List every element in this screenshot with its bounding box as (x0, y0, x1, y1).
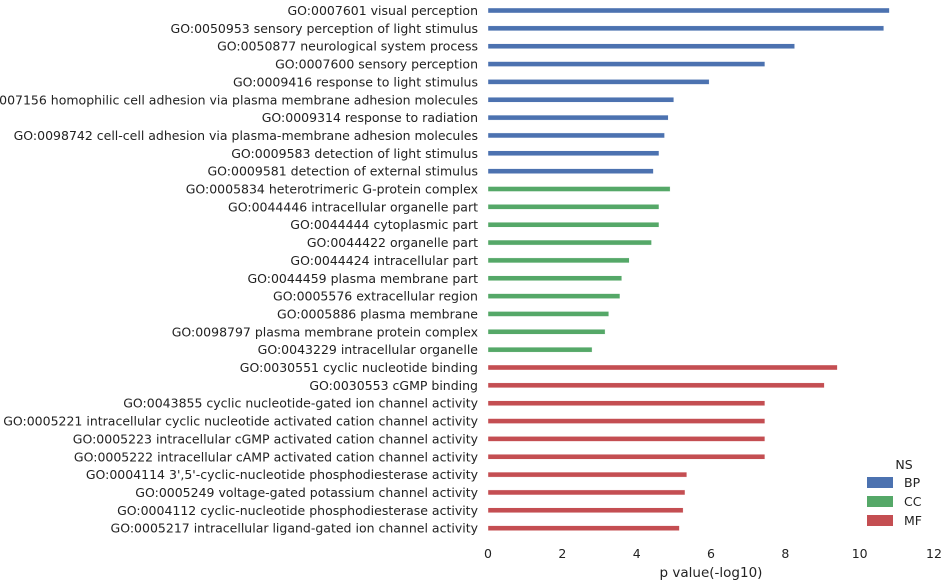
category-label: GO:0044459 plasma membrane part (247, 271, 478, 286)
bar (487, 239, 652, 246)
bar (487, 257, 630, 264)
x-tick-label: 2 (558, 546, 566, 561)
category-label: GO:0009314 response to radiation (262, 110, 478, 125)
legend-title: NS (895, 457, 912, 472)
x-ticks: 0 2 4 6 8 10 12 (484, 546, 942, 561)
bar (487, 418, 766, 424)
category-label: GO:0005217 intracellular ligand-gated io… (111, 521, 479, 536)
category-label: GO:0004114 3',5'-cyclic-nucleotide phosp… (86, 467, 479, 482)
bar (487, 436, 766, 442)
category-label: GO:0009416 response to light stimulus (233, 74, 478, 89)
category-label: GO:0005249 voltage-gated potassium chann… (135, 485, 478, 500)
category-label: GO:0098797 plasma membrane protein compl… (172, 324, 478, 339)
bar (487, 489, 686, 496)
x-tick-label: 4 (633, 546, 641, 561)
bar (487, 204, 660, 210)
category-label: GO:0009583 detection of light stimulus (231, 146, 478, 161)
category-label: GO:0007601 visual perception (287, 3, 478, 18)
category-label: GO:0043855 cyclic nucleotide-gated ion c… (123, 396, 478, 411)
bar (487, 186, 671, 192)
bar (487, 132, 665, 139)
bar (487, 364, 838, 371)
category-label: GO:0005886 plasma membrane (277, 306, 478, 321)
bar (487, 150, 660, 157)
bar (487, 382, 825, 389)
category-label: GO:0007156 homophilic cell adhesion via … (0, 92, 478, 107)
bar (487, 168, 654, 174)
legend: NS BP CC MF (867, 457, 922, 528)
x-axis-title: p value(-log10) (660, 565, 763, 581)
category-label: GO:0004112 cyclic-nucleotide phosphodies… (117, 503, 479, 518)
legend-label: MF (904, 513, 922, 528)
category-label: GO:0005834 heterotrimeric G-protein comp… (186, 182, 478, 197)
category-label: GO:0044446 intracellular organelle part (228, 199, 478, 214)
legend-swatch (867, 515, 893, 526)
bar (487, 346, 593, 353)
bars-layer (487, 7, 890, 531)
category-label: GO:0005221 intracellular cyclic nucleoti… (3, 414, 478, 429)
category-label: GO:0050877 neurological system process (217, 39, 478, 54)
category-label: GO:0030551 cyclic nucleotide binding (240, 360, 478, 375)
bar (487, 471, 688, 478)
bar (487, 293, 621, 299)
bar (487, 7, 890, 14)
x-tick-label: 8 (781, 546, 789, 561)
bar (487, 221, 660, 228)
bar (487, 25, 885, 32)
bar (487, 114, 669, 121)
legend-entries: BP CC MF (867, 475, 922, 528)
category-label: GO:0005576 extracellular region (273, 289, 478, 304)
category-label: GO:0043229 intracellular organelle (258, 342, 479, 357)
bar (487, 97, 675, 103)
category-label: GO:0007600 sensory perception (275, 57, 478, 72)
legend-label: BP (904, 475, 921, 490)
category-label: GO:0009581 detection of external stimulu… (208, 164, 479, 179)
legend-label: CC (904, 494, 922, 509)
legend-swatch (867, 477, 893, 488)
category-label: GO:0050953 sensory perception of light s… (171, 21, 478, 36)
category-label: GO:0098742 cell-cell adhesion via plasma… (14, 128, 478, 143)
x-tick-label: 0 (484, 546, 492, 561)
bar (487, 525, 680, 531)
x-tick-label: 12 (926, 546, 942, 561)
x-tick-label: 10 (852, 546, 868, 561)
bar (487, 507, 684, 513)
category-label: GO:0044422 organelle part (307, 235, 478, 250)
category-label: GO:0030553 cGMP binding (309, 378, 478, 393)
bar (487, 400, 766, 406)
legend-swatch (867, 496, 893, 507)
bar (487, 454, 766, 460)
bar (487, 329, 606, 335)
bar (487, 311, 609, 317)
category-labels: GO:0007601 visual perception GO:0050953 s… (0, 3, 479, 536)
category-label: GO:0044444 cytoplasmic part (290, 217, 478, 232)
category-label: GO:0005223 intracellular cGMP activated … (73, 431, 479, 446)
bar (487, 61, 766, 67)
bar (487, 275, 623, 281)
category-label: GO:0005222 intracellular cAMP activated … (74, 449, 479, 464)
bar (487, 79, 710, 85)
category-label: GO:0044424 intracellular part (290, 253, 478, 268)
bar (487, 43, 795, 49)
x-tick-label: 6 (707, 546, 715, 561)
